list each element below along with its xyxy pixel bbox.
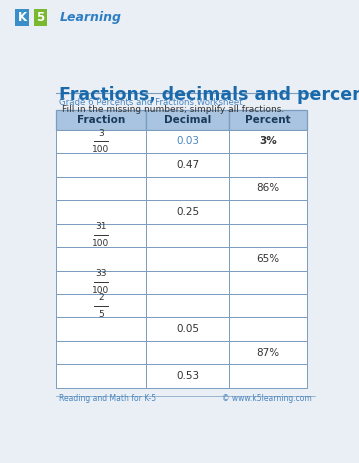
Text: 100: 100 [92,239,109,248]
FancyBboxPatch shape [229,318,307,341]
FancyBboxPatch shape [146,224,229,247]
FancyBboxPatch shape [229,270,307,294]
Text: 0.53: 0.53 [176,371,199,381]
FancyBboxPatch shape [146,153,229,177]
Text: 0.47: 0.47 [176,160,199,170]
FancyBboxPatch shape [56,177,146,200]
FancyBboxPatch shape [229,341,307,364]
Text: Fractions, decimals and percents: Fractions, decimals and percents [59,86,359,104]
Text: 100: 100 [92,286,109,295]
FancyBboxPatch shape [229,177,307,200]
FancyBboxPatch shape [146,110,229,130]
FancyBboxPatch shape [56,224,146,247]
FancyBboxPatch shape [146,341,229,364]
Text: © www.k5learning.com: © www.k5learning.com [222,394,312,403]
Text: 33: 33 [95,269,107,278]
FancyBboxPatch shape [56,270,146,294]
FancyBboxPatch shape [146,294,229,318]
FancyBboxPatch shape [146,200,229,224]
FancyBboxPatch shape [56,153,146,177]
FancyBboxPatch shape [56,294,146,318]
Text: 0.03: 0.03 [176,137,199,146]
Text: K: K [18,11,27,24]
FancyBboxPatch shape [146,177,229,200]
Text: 86%: 86% [257,183,280,194]
FancyBboxPatch shape [56,130,146,153]
Text: Percent: Percent [245,115,291,125]
Text: 87%: 87% [257,348,280,357]
FancyBboxPatch shape [146,130,229,153]
FancyBboxPatch shape [56,364,146,388]
Text: Fill in the missing numbers; simplify all fractions.: Fill in the missing numbers; simplify al… [62,105,284,114]
Text: 0.05: 0.05 [176,324,199,334]
Text: 3%: 3% [259,137,277,146]
Text: Reading and Math for K-5: Reading and Math for K-5 [59,394,156,403]
FancyBboxPatch shape [229,224,307,247]
FancyBboxPatch shape [229,110,307,130]
Text: 65%: 65% [257,254,280,264]
Text: 5: 5 [37,11,45,24]
Text: 2: 2 [98,293,104,302]
FancyBboxPatch shape [229,247,307,270]
Text: 3: 3 [98,129,104,138]
FancyBboxPatch shape [146,247,229,270]
FancyBboxPatch shape [229,153,307,177]
Text: Fraction: Fraction [77,115,125,125]
Text: 31: 31 [95,222,107,232]
FancyBboxPatch shape [229,200,307,224]
FancyBboxPatch shape [229,294,307,318]
Text: 5: 5 [98,310,104,319]
FancyBboxPatch shape [56,318,146,341]
FancyBboxPatch shape [146,364,229,388]
Text: Decimal: Decimal [164,115,211,125]
FancyBboxPatch shape [146,318,229,341]
Text: 0.25: 0.25 [176,207,199,217]
Text: Grade 6 Percents and Fractions Worksheet: Grade 6 Percents and Fractions Worksheet [59,98,242,106]
FancyBboxPatch shape [146,270,229,294]
FancyBboxPatch shape [56,110,146,130]
FancyBboxPatch shape [56,200,146,224]
Text: Learning: Learning [60,11,122,24]
FancyBboxPatch shape [229,130,307,153]
FancyBboxPatch shape [56,247,146,270]
Text: 100: 100 [92,145,109,154]
FancyBboxPatch shape [56,341,146,364]
FancyBboxPatch shape [229,364,307,388]
